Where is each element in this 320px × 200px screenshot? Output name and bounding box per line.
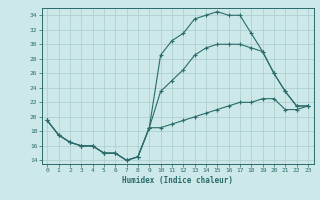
X-axis label: Humidex (Indice chaleur): Humidex (Indice chaleur) xyxy=(122,176,233,185)
